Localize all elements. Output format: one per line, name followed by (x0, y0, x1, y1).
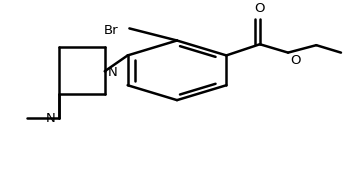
Text: O: O (255, 2, 265, 15)
Text: N: N (108, 66, 118, 79)
Text: N: N (46, 112, 55, 125)
Text: O: O (290, 54, 300, 67)
Text: Br: Br (104, 24, 119, 37)
